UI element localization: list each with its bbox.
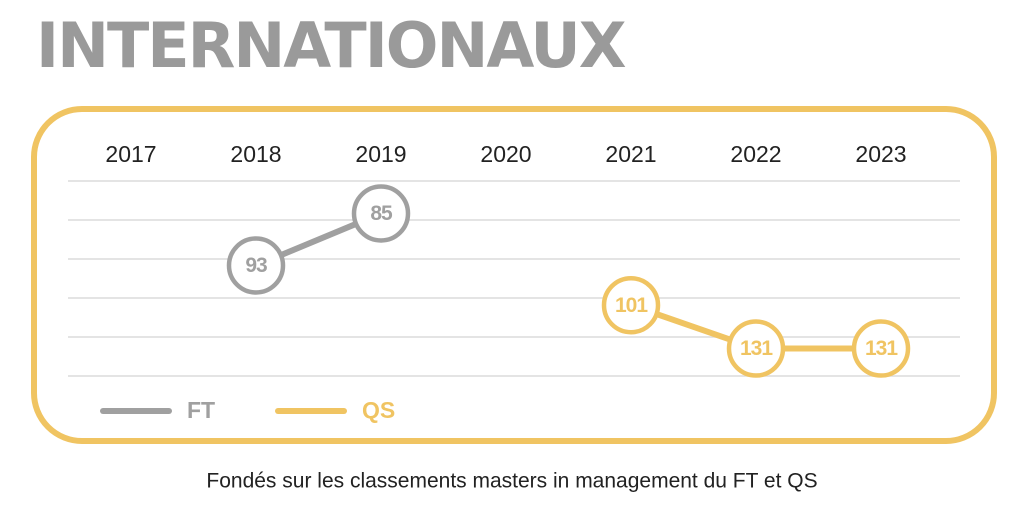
value-label: 101 <box>615 294 648 317</box>
point <box>351 184 411 243</box>
point <box>226 236 286 295</box>
x-tick-label: 2020 <box>480 141 531 167</box>
x-tick-label: 2019 <box>355 141 406 167</box>
chart-title: INTERNATIONAUX <box>36 9 626 82</box>
point <box>726 319 786 378</box>
value-label: 131 <box>865 337 898 360</box>
value-label: 131 <box>740 337 773 360</box>
caption: Fondés sur les classements masters in ma… <box>206 470 817 493</box>
frame <box>31 106 997 444</box>
x-tick-label: 2018 <box>230 141 281 167</box>
x-tick-label: 2017 <box>105 141 156 167</box>
point <box>601 275 661 335</box>
grid <box>68 180 960 377</box>
value-label: 93 <box>245 254 267 277</box>
x-tick-label: 2023 <box>855 141 906 167</box>
point <box>851 319 911 378</box>
value-label: 85 <box>370 202 393 225</box>
legend-label: FT <box>187 397 215 423</box>
x-tick-label: 2022 <box>730 141 781 167</box>
x-tick-label: 2021 <box>605 141 656 167</box>
legend-label: QS <box>362 397 395 423</box>
